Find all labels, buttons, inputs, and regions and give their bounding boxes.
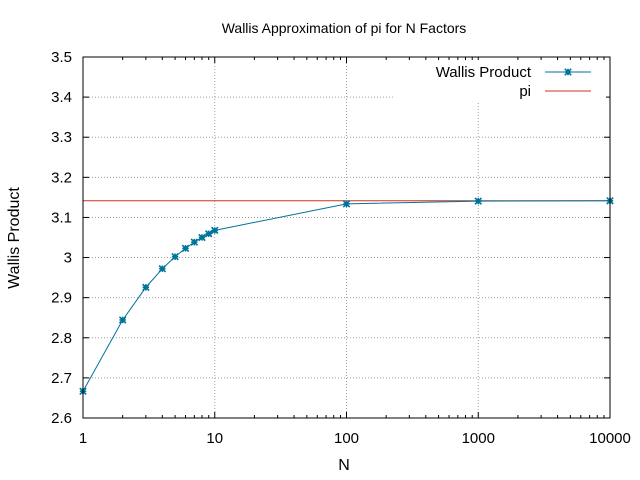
- y-tick-label: 2.8: [51, 330, 72, 347]
- wallis-series-line: [82, 200, 611, 392]
- wallis-data-point: [190, 238, 199, 246]
- y-tick-label: 3.2: [51, 169, 72, 186]
- x-tick-label: 10000: [589, 430, 631, 447]
- y-tick-label: 2.7: [51, 370, 72, 387]
- wallis-data-point: [118, 316, 127, 324]
- chart-title: Wallis Approximation of pi for N Factors: [222, 20, 467, 36]
- x-tick-label: 10: [206, 430, 223, 447]
- wallis-data-point: [171, 252, 179, 261]
- plot-series: [79, 197, 614, 396]
- wallis-data-point: [210, 226, 219, 235]
- wallis-data-point: [198, 233, 206, 242]
- wallis-data-point: [158, 264, 167, 273]
- wallis-data-point: [474, 197, 483, 205]
- x-tick-label: 1: [79, 430, 87, 447]
- y-tick-label: 2.6: [51, 410, 72, 427]
- y-tick-label: 3.4: [51, 89, 72, 106]
- legend-marker-wallis: [564, 68, 572, 76]
- y-tick-label: 3.1: [51, 209, 72, 226]
- legend-background: [395, 60, 606, 103]
- x-tick-label: 100: [334, 430, 359, 447]
- legend-label-wallis: Wallis Product: [436, 64, 532, 81]
- grid: [83, 57, 610, 418]
- wallis-data-point: [342, 200, 351, 208]
- y-tick-label: 2.9: [51, 290, 72, 307]
- axis-ticks: 2.6 2.7 2.8 2.9 3 3.1 3.2 3.3 3.4 3.5 1 10 100 1000 10…: [51, 49, 631, 447]
- wallis-data-point: [204, 229, 213, 238]
- y-axis-label: Wallis Product: [6, 187, 23, 289]
- legend: Wallis Product pi: [395, 60, 606, 103]
- x-axis-label: N: [338, 457, 350, 474]
- wallis-data-point: [142, 283, 150, 292]
- y-tick-label: 3.5: [51, 49, 72, 66]
- wallis-data-point: [181, 244, 190, 253]
- y-tick-label: 3.3: [51, 129, 72, 146]
- legend-label-pi: pi: [519, 83, 531, 100]
- x-tick-label: 1000: [462, 430, 495, 447]
- y-tick-label: 3: [64, 250, 72, 267]
